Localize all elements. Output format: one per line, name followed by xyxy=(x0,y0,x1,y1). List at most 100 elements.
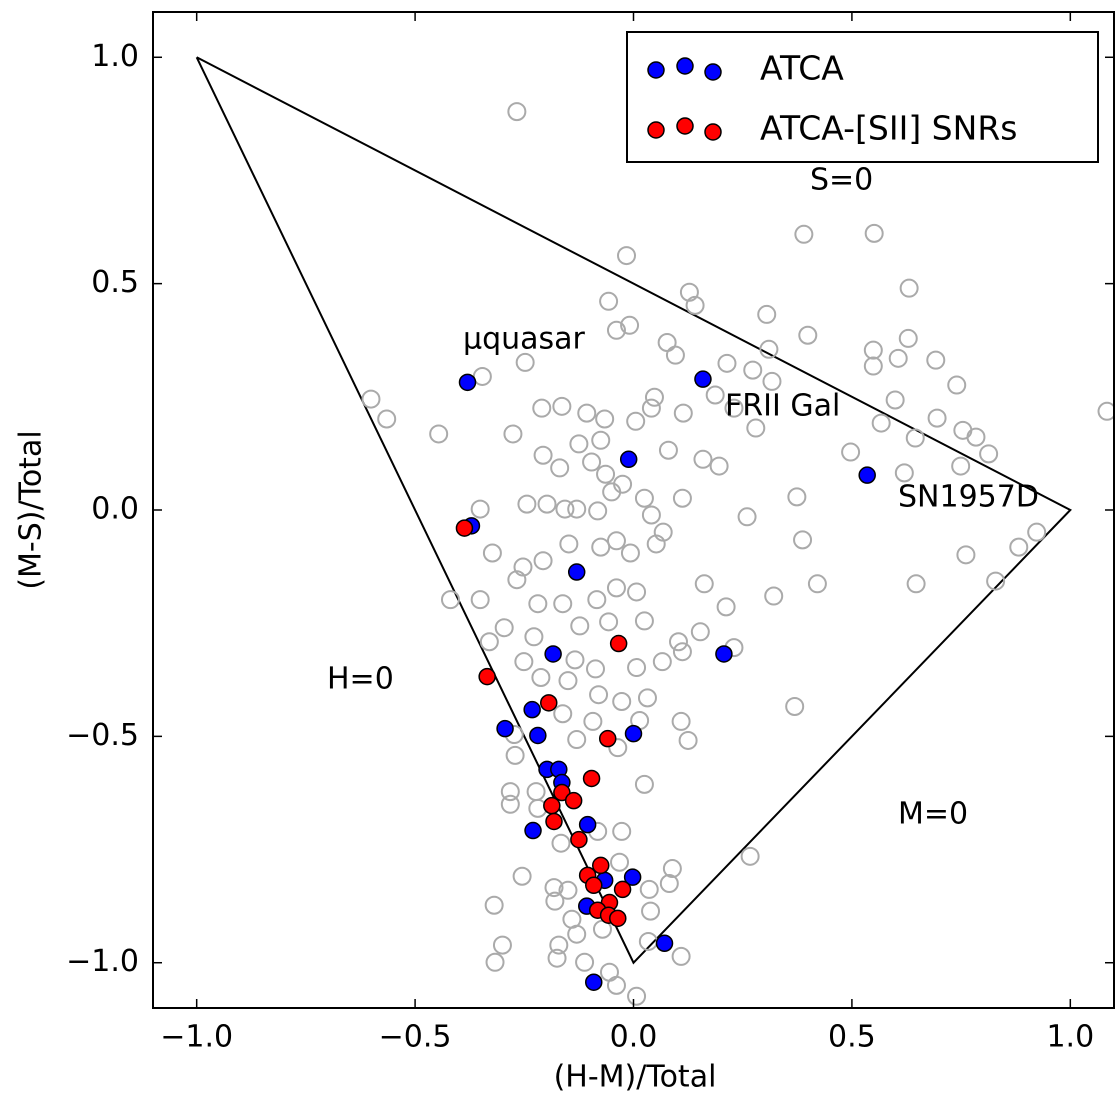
point xyxy=(523,700,541,719)
point xyxy=(626,411,646,431)
point xyxy=(863,356,883,376)
point xyxy=(634,611,654,631)
point xyxy=(841,442,861,462)
legend-label: ATCA-[SII] SNRs xyxy=(760,109,1017,148)
point xyxy=(524,627,544,647)
legend-marker xyxy=(647,121,665,139)
point xyxy=(567,499,587,519)
point xyxy=(549,935,569,955)
point xyxy=(956,545,976,565)
point xyxy=(569,434,589,454)
point xyxy=(500,794,520,814)
point xyxy=(612,821,632,841)
boundary-line xyxy=(195,56,1072,965)
point xyxy=(724,398,744,418)
point xyxy=(494,618,514,638)
point xyxy=(606,578,626,598)
point xyxy=(627,582,647,602)
point xyxy=(694,370,712,388)
point xyxy=(617,246,637,266)
point xyxy=(582,769,601,788)
point xyxy=(673,403,693,423)
point xyxy=(1009,537,1029,557)
annotation: M=0 xyxy=(898,797,968,832)
point xyxy=(634,488,654,508)
point xyxy=(662,859,682,879)
point xyxy=(606,320,626,340)
point xyxy=(652,652,672,672)
point xyxy=(709,456,729,476)
point xyxy=(798,325,818,345)
point xyxy=(793,530,813,550)
point xyxy=(595,409,615,429)
point xyxy=(470,590,490,610)
point xyxy=(898,328,918,348)
point xyxy=(598,729,617,748)
y-tick-label: −0.5 xyxy=(66,718,139,753)
point xyxy=(979,444,999,464)
point xyxy=(746,418,766,438)
point xyxy=(485,952,505,972)
point xyxy=(787,487,807,507)
point xyxy=(591,537,611,557)
point xyxy=(794,224,814,244)
x-tick-label: 0.5 xyxy=(828,1020,876,1055)
point xyxy=(1097,401,1114,421)
point xyxy=(641,398,661,418)
legend-marker xyxy=(704,123,722,141)
point xyxy=(757,304,777,324)
point xyxy=(624,724,643,743)
point xyxy=(655,934,674,953)
point xyxy=(894,463,914,483)
point xyxy=(905,428,925,448)
point xyxy=(591,856,610,875)
point xyxy=(531,668,551,688)
point xyxy=(863,340,883,360)
point xyxy=(584,973,603,991)
point xyxy=(578,815,597,834)
legend: ATCA ATCA-[SII] SNRs xyxy=(626,31,1099,163)
point xyxy=(665,345,685,365)
point xyxy=(693,449,713,469)
point xyxy=(528,594,548,614)
point xyxy=(671,946,691,966)
point xyxy=(716,597,736,617)
point xyxy=(658,440,678,460)
point xyxy=(717,353,737,373)
point xyxy=(533,445,553,465)
point xyxy=(361,389,381,409)
annotation: FRII Gal xyxy=(725,389,840,424)
x-tick-label: 1.0 xyxy=(1046,1020,1094,1055)
point xyxy=(478,667,496,686)
point xyxy=(623,868,642,886)
point xyxy=(951,456,971,476)
point xyxy=(764,586,784,606)
point xyxy=(492,935,512,955)
point xyxy=(553,704,573,724)
point xyxy=(570,616,590,636)
point xyxy=(947,375,967,395)
point xyxy=(627,986,647,1006)
point xyxy=(543,796,561,815)
point xyxy=(507,570,527,590)
point xyxy=(558,880,578,900)
point xyxy=(641,901,661,921)
point xyxy=(544,645,562,663)
point xyxy=(582,452,602,472)
point xyxy=(885,390,905,410)
point xyxy=(575,952,595,972)
legend-marker xyxy=(676,117,694,135)
point xyxy=(547,948,567,968)
point xyxy=(517,494,537,514)
point xyxy=(678,730,698,750)
point xyxy=(637,688,657,708)
annotation: μquasar xyxy=(463,322,586,357)
point xyxy=(694,574,714,594)
point xyxy=(482,543,502,563)
point xyxy=(743,360,763,380)
point xyxy=(899,278,919,298)
point xyxy=(585,659,605,679)
point xyxy=(537,494,557,514)
point xyxy=(759,339,779,359)
